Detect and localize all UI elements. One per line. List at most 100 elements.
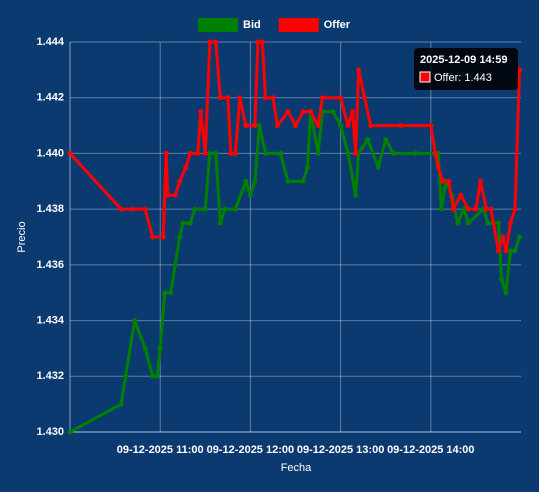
data-point: [428, 123, 434, 129]
data-point: [259, 39, 265, 45]
data-point: [498, 276, 504, 282]
data-point: [446, 178, 452, 184]
data-point: [247, 192, 253, 198]
data-point: [390, 150, 396, 156]
data-point: [207, 39, 213, 45]
data-point: [187, 150, 193, 156]
data-point: [465, 220, 471, 226]
data-point: [458, 192, 464, 198]
data-point: [398, 123, 404, 129]
data-point: [507, 220, 513, 226]
data-point: [262, 150, 268, 156]
data-point: [274, 123, 280, 129]
data-point: [320, 95, 326, 101]
data-point: [225, 95, 231, 101]
data-point: [512, 248, 518, 254]
data-point: [450, 206, 456, 212]
data-point: [353, 150, 359, 156]
data-point: [222, 206, 228, 212]
data-point: [154, 373, 160, 379]
data-point: [315, 123, 321, 129]
legend-swatch: [278, 18, 319, 32]
data-point: [183, 164, 189, 170]
data-point: [192, 206, 198, 212]
data-point: [243, 178, 249, 184]
data-point: [67, 150, 73, 156]
data-point: [277, 150, 283, 156]
data-point: [516, 67, 522, 73]
data-point: [413, 150, 419, 156]
data-point: [132, 318, 138, 324]
data-point: [500, 234, 506, 240]
data-point: [228, 150, 234, 156]
data-point: [330, 109, 336, 115]
data-point: [213, 39, 219, 45]
data-point: [252, 123, 258, 129]
data-point: [243, 123, 249, 129]
tooltip: 2025-12-09 14:59 Offer: 1.443: [414, 48, 518, 90]
data-point: [503, 248, 509, 254]
series-line: [69, 110, 521, 434]
data-point: [162, 290, 168, 296]
data-point: [432, 150, 438, 156]
data-point: [293, 123, 298, 129]
data-point: [440, 178, 446, 184]
data-point: [165, 192, 171, 198]
y-tick-label: 1.434: [36, 314, 64, 326]
data-point: [285, 178, 291, 184]
data-point: [477, 178, 483, 184]
x-tick-label: 09-12-2025 14:00: [387, 444, 474, 456]
data-point: [485, 220, 491, 226]
data-point: [461, 206, 467, 212]
data-point: [198, 109, 204, 115]
x-axis-title: Fecha: [281, 462, 312, 474]
data-point: [495, 248, 501, 254]
data-point: [383, 137, 389, 142]
data-point: [308, 109, 314, 115]
data-point: [300, 109, 306, 115]
data-point: [202, 206, 208, 212]
y-tick-label: 1.440: [36, 147, 64, 159]
data-point: [142, 345, 148, 351]
data-point: [232, 206, 238, 212]
legend-swatch: [198, 18, 238, 32]
data-point: [368, 123, 374, 129]
data-point: [237, 95, 243, 101]
data-point: [512, 206, 518, 212]
data-point: [130, 206, 136, 212]
data-point: [438, 206, 444, 212]
legend-label: Offer: [324, 19, 351, 31]
data-point: [353, 192, 359, 198]
y-tick-label: 1.430: [36, 426, 64, 438]
data-point: [172, 192, 178, 198]
data-point: [255, 39, 261, 45]
data-point: [375, 164, 381, 170]
data-point: [177, 234, 183, 240]
y-tick-label: 1.432: [36, 370, 64, 382]
data-point: [495, 220, 501, 226]
data-point: [157, 345, 163, 351]
data-point: [256, 123, 262, 129]
data-point: [507, 248, 513, 254]
data-point: [172, 262, 178, 268]
data-point: [285, 109, 291, 115]
data-point: [252, 178, 258, 184]
data-point: [217, 220, 223, 226]
data-point: [516, 234, 522, 240]
data-point: [455, 220, 461, 226]
x-tick-label: 09-12-2025 12:00: [207, 444, 294, 456]
y-tick-label: 1.436: [36, 259, 64, 271]
data-point: [180, 220, 186, 226]
data-point: [187, 220, 193, 226]
data-point: [270, 95, 276, 101]
data-point: [232, 150, 238, 156]
tooltip-box: [414, 48, 518, 90]
tooltip-label: Offer: 1.443: [434, 72, 492, 84]
x-tick-label: 09-12-2025 13:00: [297, 444, 384, 456]
data-point: [300, 178, 306, 184]
data-point: [177, 178, 183, 184]
data-point: [195, 150, 201, 156]
data-point: [213, 150, 219, 156]
data-point: [345, 123, 351, 129]
